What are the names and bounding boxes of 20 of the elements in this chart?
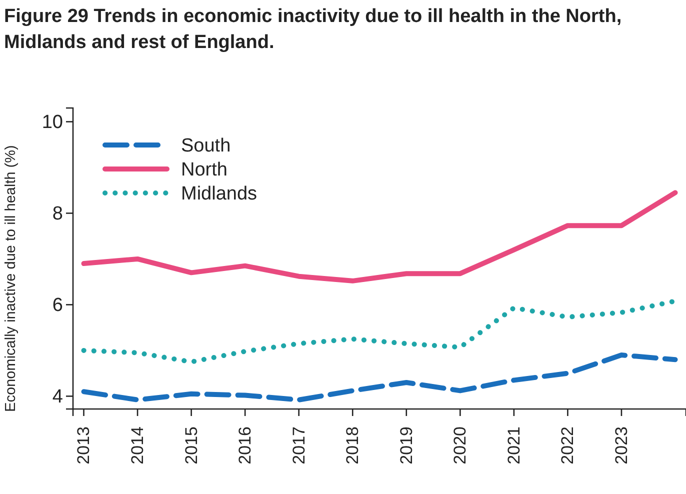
legend-label: North	[181, 160, 228, 181]
x-tick-label: 2022	[558, 426, 578, 464]
x-tick-label: 2020	[450, 426, 470, 464]
x-tick-label: 2019	[396, 426, 416, 464]
chart-title: Figure 29 Trends in economic inactivity due to ill health in the North, Midlands and rest of England.	[4, 6, 622, 53]
x-tick-label: 2015	[182, 426, 201, 464]
y-tick-label: 8	[52, 203, 63, 224]
x-tick-label: 2021	[504, 426, 524, 464]
x-tick-label: 2013	[74, 426, 94, 464]
x-tick-label: 2017	[289, 426, 308, 464]
y-tick-label: 10	[42, 112, 63, 133]
y-tick-label: 4	[52, 386, 64, 408]
y-axis-title: Economically inactive due to ill health (%)	[3, 145, 19, 412]
legend-label: South	[181, 136, 231, 157]
x-tick-label: 2023	[612, 426, 631, 464]
x-tick-label: 2018	[343, 426, 362, 464]
y-tick-label: 6	[52, 294, 63, 316]
x-tick-label: 2016	[236, 426, 255, 464]
legend-label: Midlands	[181, 184, 258, 205]
x-tick-label: 2014	[128, 426, 147, 464]
